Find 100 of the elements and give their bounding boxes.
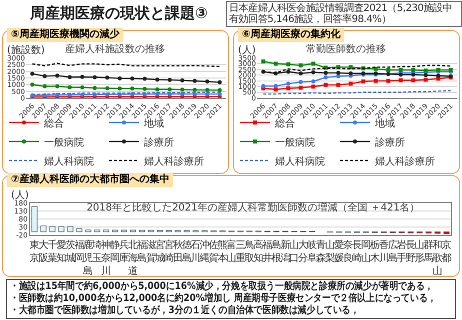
x-tick-label: 岐阜 — [307, 239, 318, 264]
x-tick-label: 兵庫 — [119, 239, 130, 264]
point — [348, 71, 353, 76]
x-tick-label: 広島 — [388, 239, 398, 264]
x-tick-label: 山梨 — [325, 239, 336, 264]
point — [30, 82, 34, 87]
point — [311, 70, 316, 74]
bar — [76, 228, 82, 232]
point — [324, 82, 328, 87]
point — [311, 62, 316, 66]
point — [55, 74, 60, 78]
point — [180, 78, 184, 82]
point — [142, 76, 147, 81]
x-tick-label: 青森 — [316, 239, 326, 264]
bar — [58, 226, 64, 232]
point — [286, 86, 290, 90]
point — [192, 78, 197, 83]
x-tick-label: 和歌山 — [432, 239, 443, 277]
x-tick-label: 千葉 — [47, 239, 58, 264]
x-tick-label: 福井 — [262, 239, 272, 264]
x-tick-label: 大阪 — [38, 239, 48, 264]
x-tick-label: 徳島 — [182, 240, 192, 264]
legend-label: 婦人科病院 — [275, 155, 325, 168]
point — [92, 75, 97, 80]
x-tick-label: 福島 — [136, 239, 147, 264]
bar — [31, 206, 38, 232]
point — [386, 78, 390, 83]
point — [155, 78, 160, 82]
legend-label: 総合 — [43, 117, 64, 130]
x-tick-label: 宮崎 — [164, 239, 174, 264]
point — [398, 78, 403, 82]
point — [298, 80, 303, 84]
point — [361, 79, 366, 84]
x-tick-label: 宮城 — [154, 239, 165, 264]
point — [261, 59, 266, 64]
text: ・大都市圏で医師数は増加しているが，3分の１近くの自治体で医師数は減少している， — [10, 305, 360, 317]
point — [298, 71, 303, 76]
y-axis-title: (人) — [238, 45, 256, 56]
point — [261, 84, 266, 88]
point — [336, 74, 340, 78]
chart-title: ⑦産婦人科医師の大都市圏への集中 — [7, 173, 174, 187]
legend-label: 婦人科病院 — [44, 155, 94, 168]
point — [30, 72, 34, 76]
text: 日本産婦人科医会施設情報調査2021（5,230施設中有効回答5,146施設，回答率98.4%） — [226, 1, 462, 27]
x-tick-label: 滋賀 — [146, 239, 156, 264]
point — [205, 79, 210, 84]
legend-label: 地域 — [143, 117, 164, 130]
legend-label: 一般病院 — [44, 136, 84, 148]
point — [192, 88, 197, 92]
x-tick-label: 京都 — [442, 239, 452, 264]
x-tick-label: 静岡 — [110, 239, 120, 264]
x-tick-label: 栃木 — [370, 239, 380, 264]
legend-label: 診療所 — [375, 136, 405, 148]
point — [118, 86, 122, 91]
x-tick-label: 岩手 — [396, 239, 407, 264]
x-tick-label: 秋田 — [172, 239, 183, 264]
point — [324, 70, 328, 75]
point — [92, 86, 97, 90]
point — [336, 82, 340, 87]
legend-label: 婦人科診療所 — [144, 155, 204, 168]
point — [68, 75, 72, 80]
legend-label: 婦人科診療所 — [375, 155, 435, 168]
x-tick-label: 新潟 — [280, 239, 290, 264]
x-tick-label: 福岡 — [74, 239, 84, 264]
x-tick-label: 高知 — [253, 239, 264, 264]
x-tick-label: 佐賀 — [208, 240, 219, 264]
x-tick-label: 長野 — [406, 240, 416, 264]
point — [218, 88, 222, 92]
x-tick-label: 大分 — [298, 239, 308, 264]
point — [68, 85, 72, 90]
point — [286, 70, 290, 74]
x-tick-label: 愛媛 — [334, 239, 344, 264]
x-tick-label: 島根 — [271, 239, 282, 264]
point — [336, 70, 340, 75]
point — [411, 68, 416, 72]
point — [274, 84, 278, 88]
x-tick-label: 北海道 — [128, 239, 138, 277]
text: 周産期医療の現状と課題③ — [30, 4, 208, 23]
point — [274, 62, 278, 66]
point — [286, 62, 290, 66]
legend-label: 一般病院 — [275, 136, 315, 148]
point — [348, 82, 353, 86]
legend-label: 診療所 — [144, 136, 174, 148]
point — [386, 68, 390, 72]
x-tick-label: 三重 — [236, 240, 246, 264]
x-tick-label: 鹿児島 — [83, 239, 94, 277]
bar — [49, 226, 56, 232]
y-axis-title: (人) — [11, 190, 29, 201]
point — [80, 85, 84, 90]
point — [205, 88, 210, 92]
point — [324, 75, 328, 80]
point — [42, 74, 47, 78]
point — [105, 76, 110, 80]
point — [298, 63, 303, 68]
point — [411, 78, 416, 82]
point — [142, 86, 147, 91]
point — [374, 78, 378, 83]
point — [274, 87, 278, 92]
point — [311, 84, 316, 89]
point — [286, 82, 290, 86]
